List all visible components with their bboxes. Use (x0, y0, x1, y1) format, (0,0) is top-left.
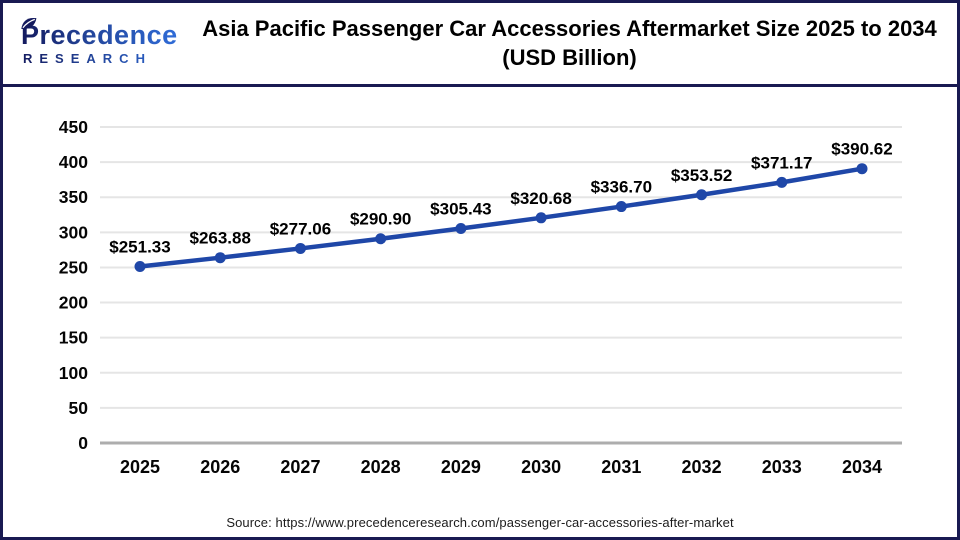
x-tick-label: 2030 (521, 457, 561, 477)
title-line2: (USD Billion) (502, 44, 637, 70)
data-point (776, 176, 788, 188)
y-tick-label: 200 (59, 293, 88, 313)
data-value-label: $277.06 (270, 219, 331, 238)
data-point (856, 163, 868, 175)
x-tick-label: 2034 (842, 457, 882, 477)
data-point (455, 223, 467, 235)
data-value-label: $320.68 (510, 189, 571, 208)
x-tick-label: 2025 (120, 457, 160, 477)
precedence-logo: Precedence RESEARCH (3, 17, 188, 66)
data-value-label: $251.33 (109, 238, 170, 257)
y-tick-label: 350 (59, 187, 88, 207)
y-tick-label: 50 (69, 398, 89, 418)
x-tick-label: 2032 (682, 457, 722, 477)
trend-line (137, 166, 865, 269)
data-value-label: $263.88 (189, 229, 250, 248)
data-value-label: $290.90 (350, 210, 411, 229)
data-point (696, 189, 708, 201)
x-tick-label: 2033 (762, 457, 802, 477)
leaf-icon (21, 17, 37, 29)
x-tick-label: 2031 (601, 457, 641, 477)
x-tick-label: 2029 (441, 457, 481, 477)
data-point (375, 233, 387, 245)
x-tick-label: 2027 (280, 457, 320, 477)
data-point (214, 252, 226, 264)
source-text: Source: https://www.precedenceresearch.c… (226, 514, 734, 530)
data-point (134, 261, 146, 273)
data-point (615, 201, 627, 213)
x-tick-label: 2028 (361, 457, 401, 477)
y-tick-label: 450 (59, 117, 88, 137)
y-tick-label: 150 (59, 328, 88, 348)
chart-svg: 0 50 100 150 200 250 300 350 400 450 2025 2026 2027 2… (59, 117, 902, 477)
y-tick-label: 100 (59, 363, 88, 383)
x-tick-label: 2026 (200, 457, 240, 477)
data-value-label: $353.52 (671, 166, 732, 185)
y-tick-label: 300 (59, 222, 88, 242)
chart-area: 0 50 100 150 200 250 300 350 400 450 2025 2026 2027 2… (3, 87, 957, 507)
logo-text-secondary: RESEARCH (19, 51, 188, 66)
data-point (294, 242, 306, 254)
y-tick-label: 0 (78, 433, 88, 453)
title-line1: Asia Pacific Passenger Car Accessories A… (202, 15, 937, 41)
y-tick-label: 400 (59, 152, 88, 172)
source-row: Source: https://www.precedenceresearch.c… (3, 507, 957, 537)
data-value-label: $336.70 (591, 178, 652, 197)
data-value-label: $305.43 (430, 200, 491, 219)
data-value-label: $371.17 (751, 153, 812, 172)
data-point (535, 212, 547, 224)
header: Precedence RESEARCH Asia Pacific Passeng… (3, 3, 957, 84)
y-tick-label: 250 (59, 257, 88, 277)
page-title: Asia Pacific Passenger Car Accessories A… (188, 15, 957, 72)
header-divider (3, 84, 957, 87)
logo-text-primary: Precedence (19, 17, 188, 50)
logo-wordmark: Precedence (21, 19, 178, 50)
data-value-label: $390.62 (831, 140, 892, 159)
